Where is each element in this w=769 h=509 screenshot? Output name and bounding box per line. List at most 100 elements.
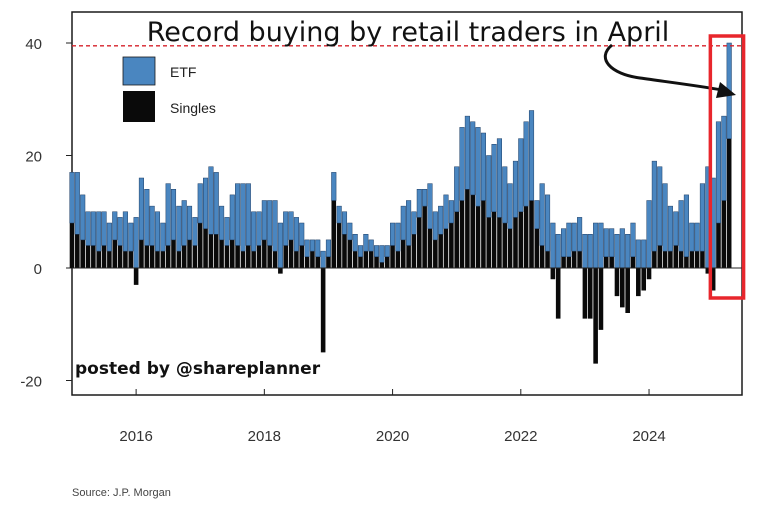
etf-bar: [277, 222, 283, 269]
legend-singles-label: Singles: [170, 100, 216, 116]
singles-bar: [155, 251, 160, 268]
etf-bar: [170, 189, 177, 241]
etf-bar: [74, 172, 80, 235]
singles-bar: [577, 251, 582, 268]
etf-bar: [587, 234, 593, 269]
singles-bar: [561, 256, 566, 268]
singles-bar: [176, 251, 182, 268]
etf-bar: [309, 239, 315, 252]
etf-bar: [181, 200, 187, 246]
singles-bar: [374, 256, 379, 268]
etf-bar: [475, 127, 481, 207]
singles-bar: [235, 245, 240, 268]
x-tick-label: 2016: [119, 428, 152, 445]
singles-bar: [571, 251, 577, 268]
singles-bar: [267, 245, 272, 268]
singles-bar: [438, 234, 443, 268]
singles-bar: [342, 234, 347, 268]
etf-bar: [683, 194, 689, 257]
singles-bar: [262, 239, 267, 268]
singles-bar: [315, 256, 321, 268]
etf-bar: [577, 217, 583, 252]
etf-bar: [694, 222, 700, 252]
singles-bar: [181, 245, 187, 268]
singles-bar: [96, 251, 102, 268]
singles-bar: [449, 223, 454, 268]
etf-bar: [486, 155, 492, 218]
y-tick-label: -20: [20, 374, 42, 391]
singles-bar: [593, 268, 598, 364]
singles-bar: [331, 200, 337, 268]
singles-bar: [433, 239, 438, 268]
singles-bar: [427, 228, 433, 268]
singles-bar: [726, 138, 732, 268]
chart-title: Record buying by retail traders in April: [147, 17, 670, 48]
etf-bar: [224, 217, 230, 246]
singles-bar: [673, 245, 679, 268]
etf-bar: [373, 245, 380, 257]
singles-bar: [566, 256, 572, 268]
etf-bar: [331, 172, 337, 201]
singles-bar: [555, 268, 561, 319]
etf-bar: [459, 127, 465, 201]
singles-bar: [582, 268, 588, 319]
etf-bar: [240, 183, 246, 252]
singles-bar: [417, 217, 422, 268]
singles-bar: [75, 234, 80, 268]
etf-bar: [507, 183, 513, 229]
etf-bar: [454, 166, 460, 212]
singles-bar: [358, 256, 363, 268]
singles-bar: [363, 251, 369, 268]
etf-bar: [571, 222, 577, 252]
etf-bar: [544, 194, 551, 252]
singles-bar: [684, 256, 689, 268]
etf-bar: [80, 194, 86, 241]
etf-bar: [512, 160, 519, 218]
singles-bar: [454, 211, 459, 268]
singles-bar: [294, 251, 299, 268]
etf-bar: [641, 239, 647, 269]
etf-bar: [432, 211, 438, 241]
etf-bar: [699, 183, 705, 252]
etf-bar: [561, 228, 567, 257]
singles-bar: [149, 245, 155, 268]
legend-etf-label: ETF: [170, 64, 196, 80]
etf-bar: [101, 211, 107, 246]
etf-bar: [245, 183, 251, 246]
etf-bar: [667, 205, 673, 252]
etf-bar: [416, 189, 422, 218]
singles-bar: [256, 245, 262, 268]
singles-bar: [694, 251, 700, 268]
singles-bar: [133, 268, 139, 285]
singles-bar: [272, 251, 278, 268]
singles-bar: [347, 239, 353, 268]
singles-bar: [123, 251, 128, 268]
singles-bar: [550, 268, 556, 280]
etf-bar: [470, 121, 476, 196]
singles-bar: [208, 234, 214, 268]
etf-bar: [288, 211, 294, 241]
etf-bar: [411, 211, 417, 235]
etf-bar: [715, 121, 722, 224]
etf-bar: [619, 228, 625, 269]
etf-bar: [149, 205, 155, 246]
etf-bar: [165, 183, 171, 246]
singles-bar: [497, 217, 502, 268]
etf-bar: [518, 138, 524, 212]
singles-bar: [368, 251, 374, 268]
singles-bar: [470, 194, 476, 268]
singles-bar: [459, 200, 465, 268]
singles-bar: [529, 200, 534, 268]
etf-bar: [625, 234, 631, 269]
singles-bar: [700, 251, 705, 268]
etf-bar: [646, 200, 652, 269]
singles-bar: [240, 251, 246, 268]
source-note: Source: J.P. Morgan: [72, 487, 171, 499]
etf-bar: [406, 200, 412, 246]
legend: ETF Singles: [122, 56, 216, 122]
singles-bar: [689, 251, 695, 268]
etf-bar: [721, 115, 727, 201]
etf-bar: [133, 217, 139, 269]
etf-bar: [117, 217, 123, 246]
